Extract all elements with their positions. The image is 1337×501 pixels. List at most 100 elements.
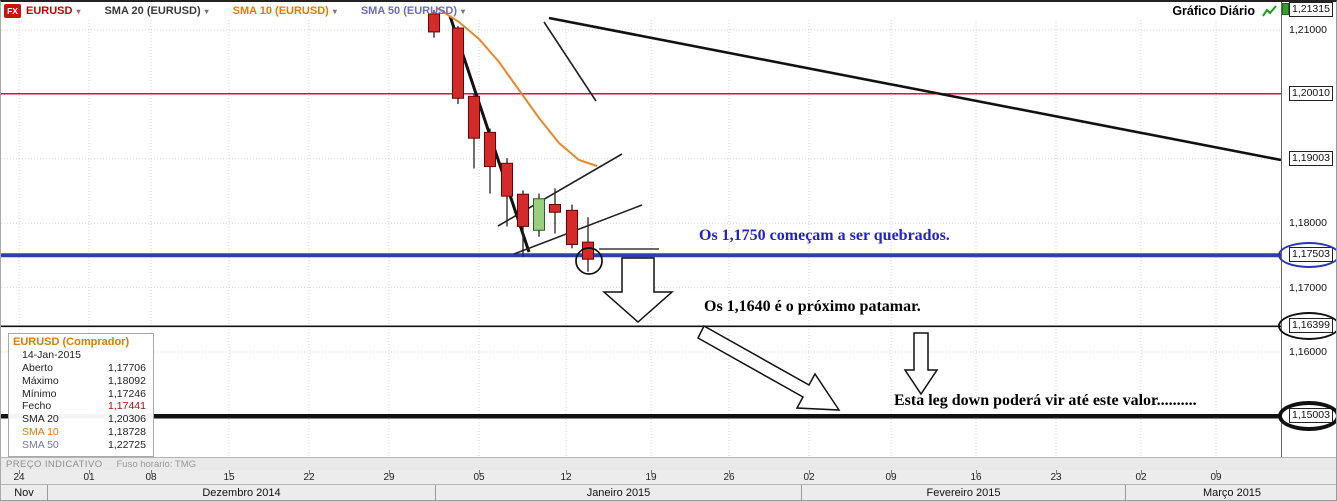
timeframe-label: Gráfico Diário [1172, 4, 1255, 18]
chevron-down-icon[interactable]: ▾ [461, 6, 466, 16]
time-axis-tick-label: 22 [303, 472, 315, 483]
chevron-down-icon[interactable]: ▾ [76, 6, 81, 16]
fx-logo: FX [4, 4, 21, 18]
candlesticks [428, 10, 594, 272]
chevron-down-icon[interactable]: ▾ [332, 6, 337, 16]
time-axis-tick-label: 12 [560, 472, 572, 483]
candle [533, 193, 545, 237]
price-axis-label: 1,18000 [1289, 217, 1327, 230]
annotation-1500: Esta leg down poderá vir até este valor.… [894, 392, 1197, 409]
line-chart-icon [1262, 4, 1277, 17]
axis-top-marker [1282, 3, 1289, 15]
time-axis-tick-label: 26 [723, 472, 735, 483]
down-arrow-1 [602, 257, 674, 324]
time-axis-tick-label: 15 [223, 472, 235, 483]
breakout-circle [575, 247, 603, 275]
time-tick-mark [891, 470, 892, 474]
time-tick-mark [566, 470, 567, 474]
time-axis-month-label: Nov [14, 487, 34, 499]
time-tick-mark [309, 470, 310, 474]
time-axis-tick-label: 02 [803, 472, 815, 483]
time-tick-mark [479, 470, 480, 474]
toolbar: FX EURUSD ▾ SMA 20 (EURUSD) ▾ SMA 10 (EU… [1, 2, 1281, 20]
candle [484, 128, 496, 194]
time-axis-tick-label: 29 [383, 472, 395, 483]
tooltip-row: Fecho 1,17441 [22, 400, 146, 413]
time-axis-month-label: Março 2015 [1125, 485, 1336, 500]
time-tick-mark [19, 470, 20, 474]
tooltip-row: Aberto 1,17706 [22, 362, 146, 374]
time-tick-mark [809, 470, 810, 474]
time-tick-mark [1141, 470, 1142, 474]
time-axis-ticks: 24 01 08 15 22 29 05 12 19 26 02 09 16 23 02 09 [1, 470, 1336, 484]
time-tick-mark [1216, 470, 1217, 474]
status-bar: PREÇO INDICATIVO Fuso horário: TMG [1, 457, 1336, 470]
price-axis-label: 1,21000 [1289, 24, 1327, 36]
price-axis: 1,21000 1,18000 1,17000 1,16000 1,21315 1,200… [1278, 2, 1336, 457]
price-level-box: 1,16399 [1289, 318, 1333, 334]
tooltip-row: SMA 50 1,22725 [22, 438, 146, 451]
chevron-down-icon[interactable]: ▾ [204, 6, 209, 16]
tooltip-row: SMA 10 1,18728 [22, 425, 146, 438]
time-tick-mark [89, 470, 90, 474]
overlay-selector-sma10[interactable]: SMA 10 (EURUSD) ▾ [233, 5, 337, 17]
time-tick-mark [1056, 470, 1057, 474]
overlay-selector-sma50[interactable]: SMA 50 (EURUSD) ▾ [361, 5, 465, 17]
time-axis-tick-label: 16 [970, 472, 982, 483]
time-axis-tick-label: 19 [645, 472, 657, 483]
status-price-indicative: PREÇO INDICATIVO [6, 458, 103, 470]
sma10-line [436, 7, 598, 167]
candle [582, 217, 594, 272]
time-tick-mark [151, 470, 152, 474]
instrument-label: EURUSD [26, 5, 73, 17]
time-axis-months: Nov Dezembro 2014 Janeiro 2015 Fevereiro 20… [1, 484, 1336, 500]
down-arrow-2 [697, 324, 841, 411]
time-axis-tick-label: 24 [13, 472, 25, 483]
instrument-selector[interactable]: EURUSD ▾ [26, 5, 80, 17]
time-axis-tick-label: 02 [1135, 472, 1147, 483]
time-axis-month-label: Dezembro 2014 [47, 485, 435, 500]
tooltip-row: Mínimo 1,17246 [22, 387, 146, 400]
overlay-label: SMA 50 (EURUSD) [360, 5, 458, 17]
overlay-label: SMA 20 (EURUSD) [104, 5, 201, 17]
candle [517, 190, 529, 257]
time-axis-month-label: Janeiro 2015 [435, 485, 801, 500]
candle [452, 26, 464, 105]
time-axis-tick-label: 08 [145, 472, 157, 483]
annotation-1640: Os 1,1640 é o próximo patamar. [704, 298, 921, 315]
time-axis-tick-label: 05 [473, 472, 485, 483]
candle [549, 188, 561, 234]
time-axis-tick-label: 09 [885, 472, 897, 483]
time-axis-month-label: Fevereiro 2015 [801, 485, 1125, 500]
time-tick-mark [389, 470, 390, 474]
drawn-annotations [575, 247, 939, 411]
price-level-box: 1,17503 [1289, 247, 1333, 263]
price-level-lines [1, 93, 1281, 419]
tooltip-row: Máximo 1,18092 [22, 374, 146, 387]
tooltip-title: EURUSD (Comprador) [13, 336, 130, 348]
tooltip-date: 14-Jan-2015 [22, 349, 81, 361]
time-tick-mark [976, 470, 977, 474]
tooltip-row: SMA 20 1,20306 [22, 413, 146, 426]
candle [566, 204, 578, 249]
down-arrow-3 [903, 332, 939, 396]
ohlc-tooltip: EURUSD (Comprador) 14-Jan-2015 Aberto 1,1… [8, 333, 154, 457]
candle [501, 158, 513, 227]
overlay-label: SMA 10 (EURUSD) [232, 5, 329, 17]
status-timezone: Fuso horário: TMG [116, 458, 197, 470]
chart-canvas[interactable] [1, 2, 1281, 457]
time-axis-tick-label: 01 [83, 472, 95, 483]
price-level-box: 1,20010 [1289, 85, 1333, 101]
time-axis-tick-label: 23 [1050, 472, 1062, 483]
time-tick-mark [229, 470, 230, 474]
price-axis-label: 1,16000 [1289, 346, 1327, 358]
time-axis-tick-label: 09 [1210, 472, 1222, 483]
price-level-box: 1,21315 [1289, 2, 1333, 17]
candle [468, 93, 480, 169]
overlay-selector-sma20[interactable]: SMA 20 (EURUSD) ▾ [104, 5, 208, 17]
time-tick-mark [651, 470, 652, 474]
candle [428, 10, 440, 38]
time-tick-mark [729, 470, 730, 474]
annotation-1750: Os 1,1750 começam a ser quebrados. [699, 227, 950, 244]
